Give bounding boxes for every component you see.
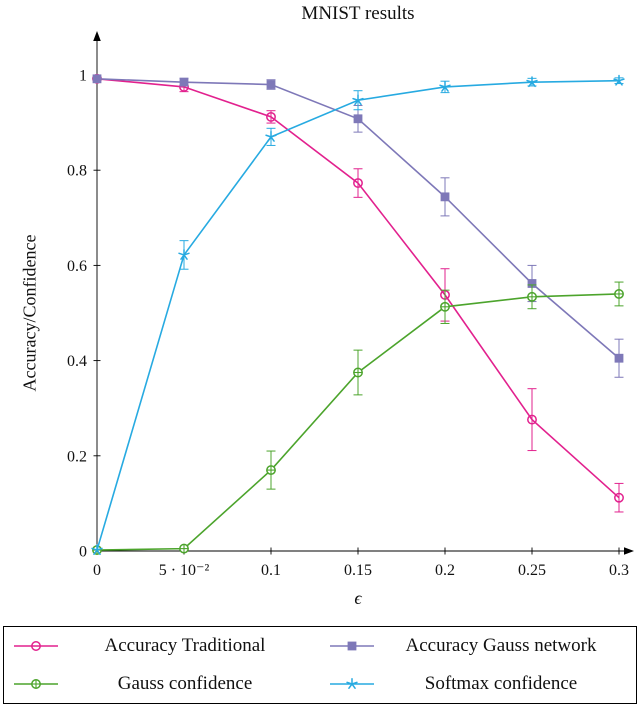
series-gauss-confidence	[92, 281, 624, 555]
svg-text:0.1: 0.1	[261, 562, 281, 579]
svg-text:0.2: 0.2	[435, 562, 455, 579]
legend-entry-accuracy-traditional: Accuracy Traditional	[4, 627, 320, 665]
legend-label-accuracy-traditional: Accuracy Traditional	[104, 635, 266, 656]
legend-label-gauss-confidence: Gauss confidence	[117, 673, 253, 694]
chart-legend: Accuracy Traditional Accuracy Gauss netw…	[3, 626, 637, 704]
legend-marker-accuracy-traditional-icon	[14, 641, 58, 651]
svg-text:0.4: 0.4	[67, 353, 87, 370]
legend-marker-accuracy-gauss-network-icon	[330, 641, 374, 651]
legend-label-accuracy-gauss-network: Accuracy Gauss network	[405, 635, 597, 656]
svg-text:0.8: 0.8	[67, 163, 87, 180]
legend-entry-accuracy-gauss-network: Accuracy Gauss network	[320, 627, 636, 665]
y-axis-label: Accuracy/Confidence	[19, 234, 40, 392]
svg-text:0.6: 0.6	[67, 258, 87, 275]
axes: 0 5 · 10⁻² 0.1 0.15 0.2 0.25 0.3 0 0.2 0.4 0.6 0.8 1	[67, 31, 634, 579]
svg-text:0.15: 0.15	[344, 562, 372, 579]
svg-text:1: 1	[79, 68, 87, 85]
series-accuracy-gauss-network	[92, 74, 624, 378]
series-softmax-confidence	[91, 74, 625, 556]
svg-text:0.3: 0.3	[609, 562, 629, 579]
svg-text:0.2: 0.2	[67, 448, 87, 465]
legend-entry-gauss-confidence: Gauss confidence	[4, 665, 320, 703]
legend-entry-softmax-confidence: Softmax confidence	[320, 665, 636, 703]
x-axis-label: ϵ	[354, 588, 362, 608]
svg-text:0.25: 0.25	[518, 562, 546, 579]
legend-label-softmax-confidence: Softmax confidence	[424, 673, 578, 694]
svg-text:5 · 10⁻²: 5 · 10⁻²	[159, 562, 210, 579]
svg-text:0: 0	[93, 562, 101, 579]
chart-title: MNIST results	[301, 3, 415, 24]
legend-marker-gauss-confidence-icon	[14, 679, 58, 689]
legend-marker-softmax-confidence-icon	[330, 678, 374, 689]
svg-text:0: 0	[79, 544, 87, 561]
chart-plot-area: 0 5 · 10⁻² 0.1 0.15 0.2 0.25 0.3 0 0.2 0.4 0.6 0.8 1	[67, 31, 634, 579]
